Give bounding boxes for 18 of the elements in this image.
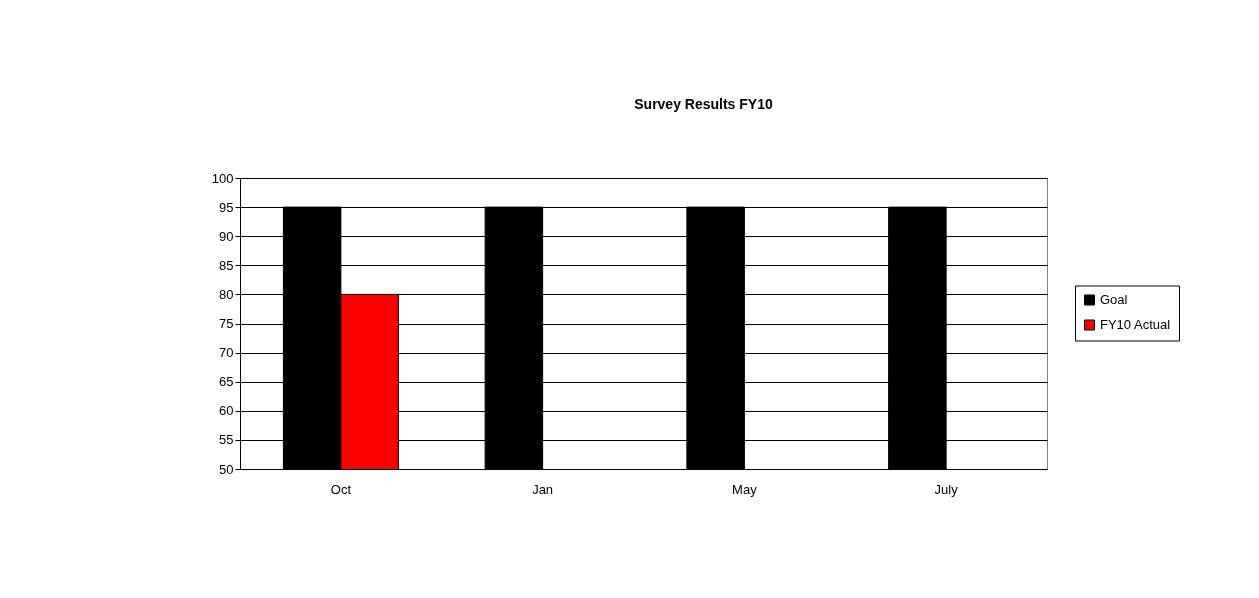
y-tick-label: 100 xyxy=(211,170,234,186)
x-tick-label: May xyxy=(732,481,758,497)
y-tick-label: 65 xyxy=(219,374,234,390)
x-tick-label: Jan xyxy=(532,481,554,497)
y-tick-label: 55 xyxy=(219,432,234,448)
y-tick-label: 95 xyxy=(219,199,234,215)
y-tick-label: 60 xyxy=(219,403,234,419)
x-tick-label: Oct xyxy=(330,481,352,497)
legend-label: FY10 Actual xyxy=(1100,317,1171,332)
y-tick-label: 85 xyxy=(219,257,234,273)
chart-title: Survey Results FY10 xyxy=(634,96,773,112)
y-tick-label: 90 xyxy=(219,228,234,244)
y-tick-label: 80 xyxy=(219,286,234,302)
legend-label: Goal xyxy=(1100,292,1128,307)
y-tick-label: 75 xyxy=(219,316,234,331)
x-tick-label: July xyxy=(934,481,959,497)
y-tick-label: 70 xyxy=(219,345,234,361)
y-tick-label: 50 xyxy=(219,461,234,477)
